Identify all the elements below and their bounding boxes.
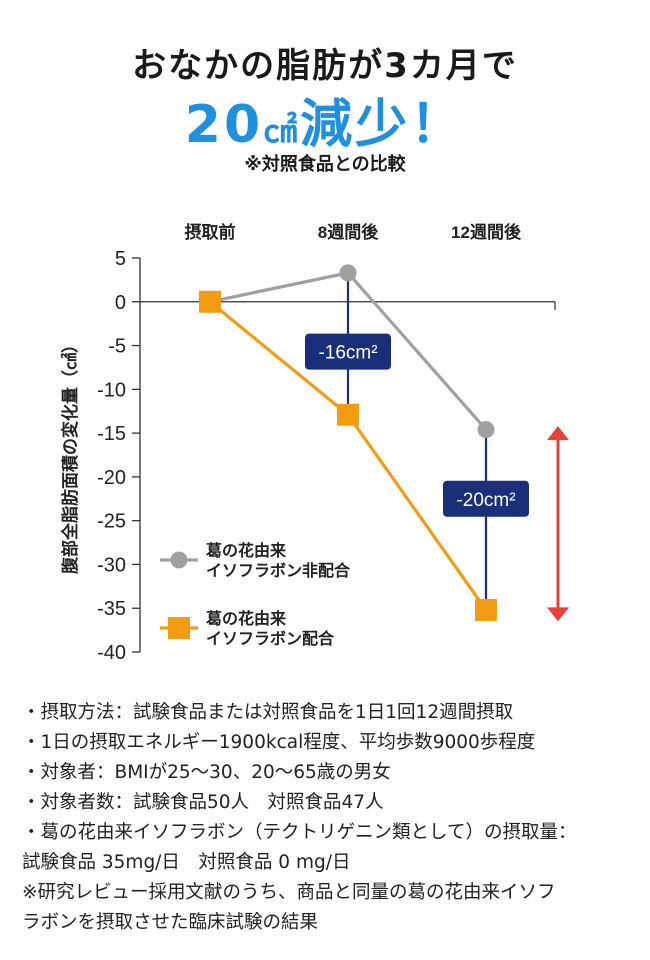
legend-label: 葛の花由来 [206,609,287,628]
difference-badge [305,333,391,370]
footnote-line: ・対象者数：試験食品50人 対照食品47人 [22,792,384,813]
arrow-head-up [547,426,569,441]
footnote-line: ・葛の花由来イソフラボン（テクトリゲニン類として）の摂取量： [22,822,577,843]
difference-badge-label: -20cm² [456,490,515,511]
x-category-label: 12週間後 [451,222,522,242]
x-category-label: 摂取前 [185,222,236,242]
hero-unit: ㎠ [263,111,301,151]
footnote-line: ・1日の摂取エネルギー1900kcal程度、平均歩数9000歩程度 [22,732,536,753]
data-point-square [199,290,221,313]
comparison-note: ※対照食品との比較 [244,154,406,175]
y-axis-title: 腹部全脂肪面積の変化量（㎠） [60,336,80,574]
legend-label: 葛の花由来 [206,541,287,560]
footnote-line: ・摂取方法：試験食品または対照食品を1日1回12週間摂取 [22,702,514,723]
hero-suffix: 減少！ [300,95,466,155]
data-point-square [475,598,497,621]
y-tick-label: -10 [97,379,126,401]
difference-badge [443,480,529,517]
arrow-head-down [547,607,569,622]
legend-label: イソフラボン配合 [206,629,335,648]
y-tick-label: -20 [97,467,126,489]
y-tick-label: -30 [97,554,126,576]
line-chart: 5 0 -5 -10 -15 -20 -25 -30 -35 -40 摂取前 8週間後 12週間後腹部全… [60,222,569,664]
data-point-circle [339,264,357,282]
y-tick-label: -35 [97,598,126,620]
data-point-square [337,403,359,426]
y-tick-label: -40 [97,642,126,664]
footnote-line: ラボンを摂取させた臨床試験の結果 [22,912,319,933]
legend-label: イソフラボン非配合 [206,561,351,580]
data-point-circle [477,421,495,439]
footnote-line: 試験食品 35mg/日 対照食品 0 mg/日 [22,852,351,873]
y-tick-label: 0 [115,292,126,314]
footnote-line: ※研究レビュー採用文献のうち、商品と同量の葛の花由来イソフ [22,882,556,903]
footnote-line: ・対象者：BMIが25～30、20～65歳の男女 [22,762,391,783]
legend-marker-circle [170,551,188,569]
difference-badge-label: -16cm² [318,343,377,364]
y-tick-label: -5 [108,336,126,358]
y-tick-label: -25 [97,511,126,533]
hero-value: 20 [184,95,264,155]
legend-marker-square [168,617,190,639]
y-tick-label: 5 [115,248,126,270]
x-category-label: 8週間後 [318,222,379,242]
headline: おなかの脂肪が3カ月で [132,46,518,86]
y-tick-label: -15 [97,423,126,445]
hero-result: 20㎠減少！ [0,82,650,157]
footnotes: ・摂取方法：試験食品または対照食品を1日1回12週間摂取 ・1日の摂取エネルギー… [22,698,632,938]
